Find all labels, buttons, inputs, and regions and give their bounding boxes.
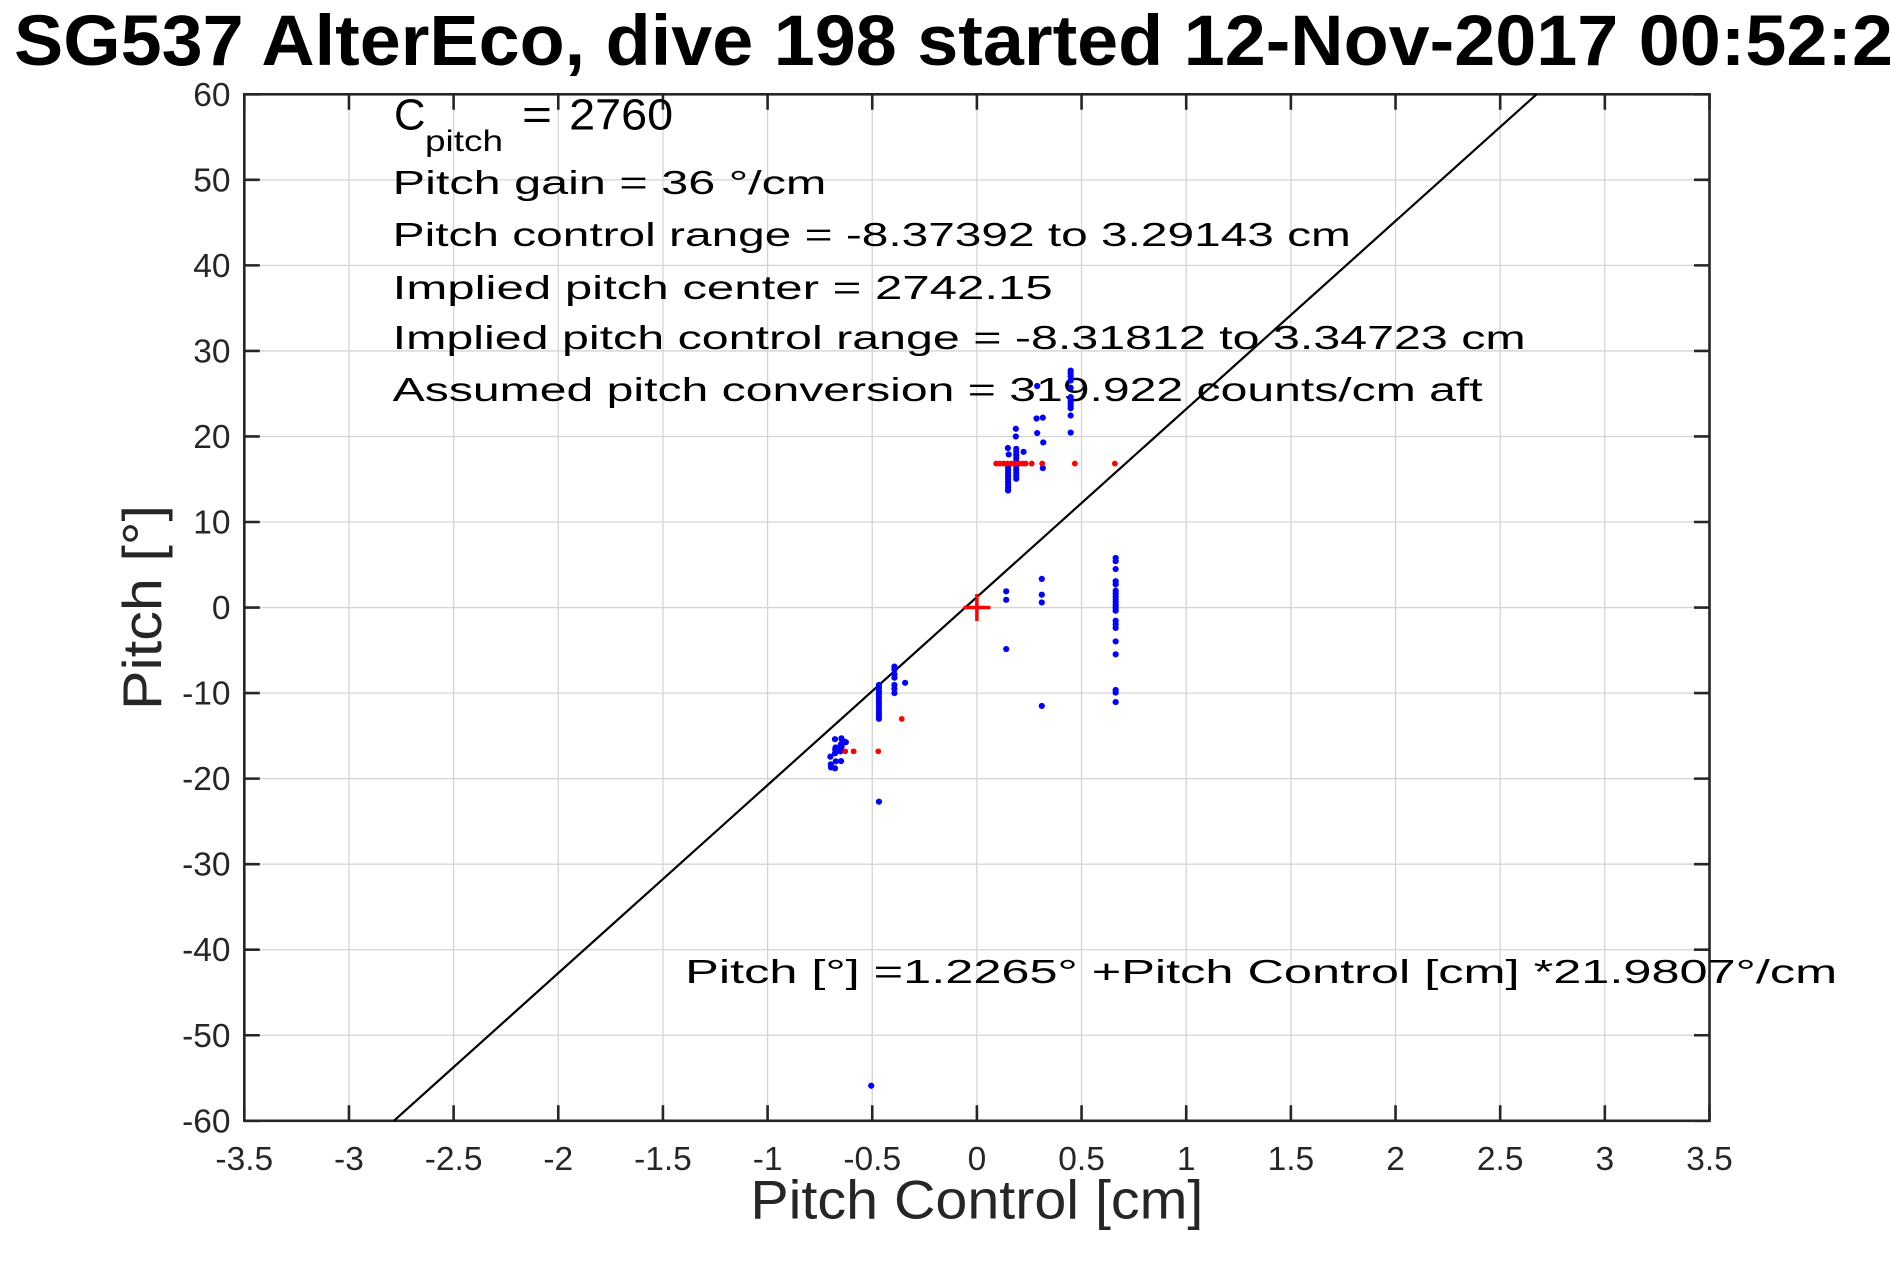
svg-text:2: 2 bbox=[1386, 1141, 1405, 1178]
svg-text:3.5: 3.5 bbox=[1686, 1141, 1733, 1178]
svg-text:-1: -1 bbox=[753, 1141, 783, 1178]
svg-text:0: 0 bbox=[968, 1141, 987, 1178]
svg-text:pitch: pitch bbox=[425, 125, 503, 158]
svg-text:-3: -3 bbox=[334, 1141, 364, 1178]
svg-text:-50: -50 bbox=[182, 1018, 230, 1055]
svg-text:-10: -10 bbox=[182, 676, 230, 713]
svg-text:Pitch [°]: Pitch [°] bbox=[111, 505, 173, 710]
svg-text:Implied pitch center = 2742.15: Implied pitch center = 2742.15 bbox=[393, 270, 1053, 307]
svg-text:=: = bbox=[522, 92, 552, 140]
svg-text:-1.5: -1.5 bbox=[634, 1141, 692, 1178]
svg-text:Implied pitch control range =: Implied pitch control range = -8.31812 t… bbox=[393, 320, 1526, 357]
svg-text:3: 3 bbox=[1596, 1141, 1615, 1178]
svg-text:-0.5: -0.5 bbox=[843, 1141, 901, 1178]
svg-text:Pitch control range = -8.37392: Pitch control range = -8.37392 to 3.2914… bbox=[393, 217, 1351, 254]
svg-text:Pitch [°] =1.2265° +Pitch Cont: Pitch [°] =1.2265° +Pitch Control [cm] *… bbox=[685, 954, 1837, 991]
svg-text:-3.5: -3.5 bbox=[215, 1141, 273, 1178]
svg-text:1: 1 bbox=[1177, 1141, 1196, 1178]
svg-text:-2.5: -2.5 bbox=[425, 1141, 483, 1178]
svg-text:40: 40 bbox=[193, 248, 230, 285]
svg-text:0.5: 0.5 bbox=[1058, 1141, 1105, 1178]
svg-text:50: 50 bbox=[193, 162, 230, 199]
svg-text:Pitch gain = 36 °/cm: Pitch gain = 36 °/cm bbox=[393, 165, 827, 202]
svg-text:-2: -2 bbox=[543, 1141, 573, 1178]
svg-text:2760: 2760 bbox=[569, 92, 673, 140]
svg-text:30: 30 bbox=[193, 333, 230, 370]
svg-text:-20: -20 bbox=[182, 761, 230, 798]
svg-text:-30: -30 bbox=[182, 847, 230, 884]
svg-text:-60: -60 bbox=[182, 1103, 230, 1140]
svg-text:2.5: 2.5 bbox=[1477, 1141, 1524, 1178]
svg-text:1.5: 1.5 bbox=[1268, 1141, 1315, 1178]
svg-text:Assumed pitch conversion = 319: Assumed pitch conversion = 319.922 count… bbox=[393, 372, 1484, 409]
svg-text:20: 20 bbox=[193, 419, 230, 456]
svg-text:SG537 AlterEco, dive 198 start: SG537 AlterEco, dive 198 started 12-Nov-… bbox=[14, 2, 1890, 81]
svg-text:0: 0 bbox=[212, 590, 231, 627]
svg-text:60: 60 bbox=[193, 77, 230, 114]
svg-text:-40: -40 bbox=[182, 932, 230, 969]
svg-text:Pitch Control [cm]: Pitch Control [cm] bbox=[750, 1169, 1203, 1231]
svg-text:C: C bbox=[394, 92, 425, 140]
svg-text:10: 10 bbox=[193, 505, 230, 542]
